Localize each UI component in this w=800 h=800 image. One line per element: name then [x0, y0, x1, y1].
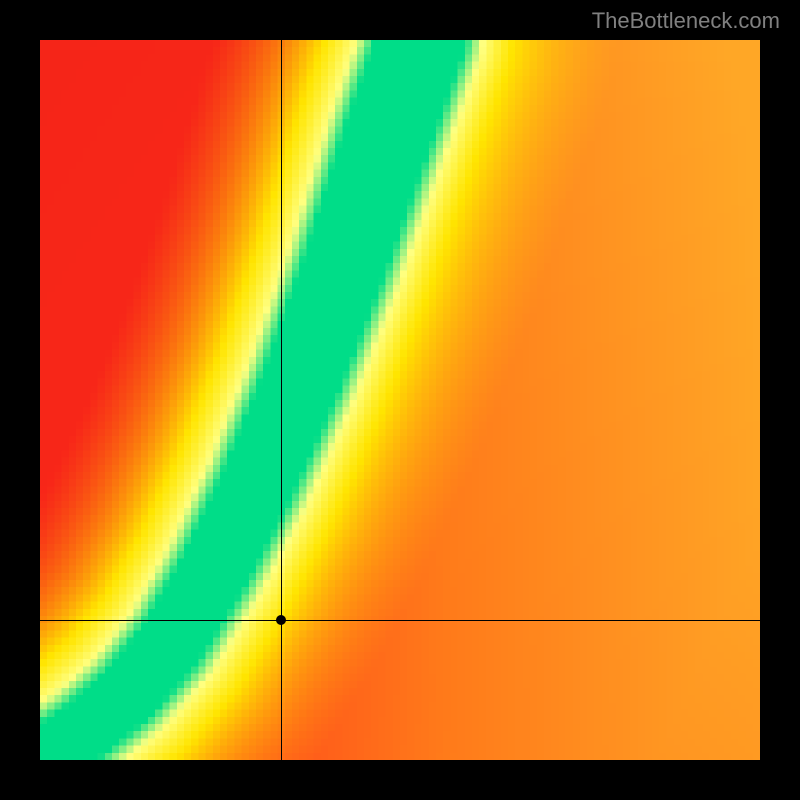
heatmap-canvas: [40, 40, 760, 760]
watermark-text: TheBottleneck.com: [592, 8, 780, 34]
plot-area: [40, 40, 760, 760]
root: TheBottleneck.com: [0, 0, 800, 800]
crosshair-marker: [276, 615, 286, 625]
crosshair-vertical: [281, 40, 282, 760]
crosshair-horizontal: [40, 620, 760, 621]
